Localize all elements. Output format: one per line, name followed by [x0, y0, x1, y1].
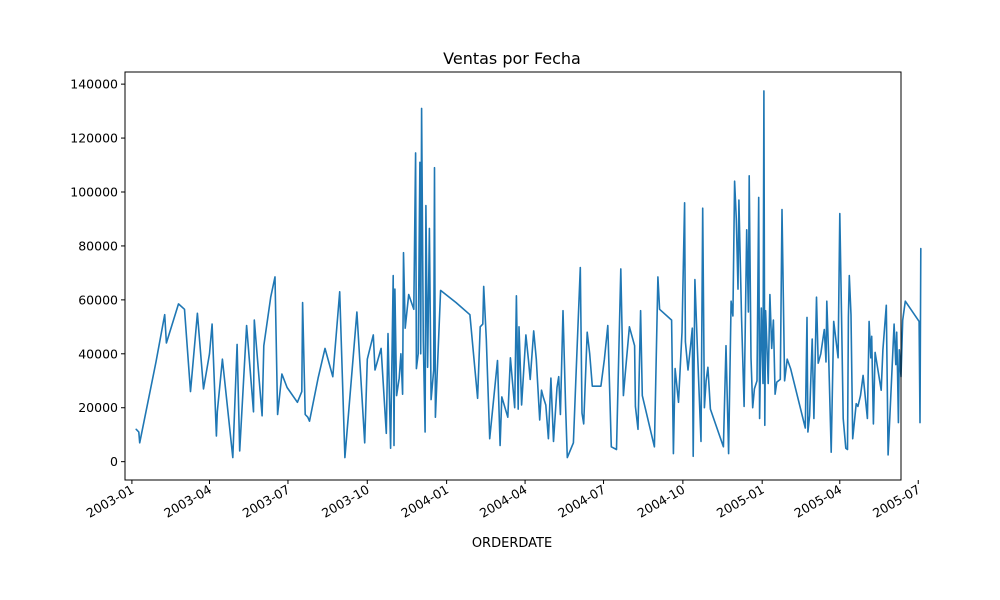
x-tick-label: 2004-07 [555, 482, 608, 521]
x-tick-label: 2005-01 [714, 482, 767, 521]
y-tick-label: 40000 [78, 346, 118, 361]
x-tick-label: 2003-04 [161, 482, 214, 521]
series-line-0 [135, 90, 922, 459]
x-tick-label: 2004-10 [635, 482, 688, 521]
x-tick-label: 2005-07 [870, 482, 923, 521]
x-tick-label: 2003-01 [84, 482, 137, 521]
x-tick-label: 2003-07 [240, 482, 293, 521]
x-tick-label: 2004-01 [398, 482, 451, 521]
x-tick-label: 2005-04 [792, 482, 845, 521]
plot-frame [124, 71, 902, 481]
chart-title: Ventas por Fecha [443, 49, 581, 68]
y-tick-label: 120000 [70, 131, 118, 146]
y-tick-label: 80000 [78, 238, 118, 253]
x-tick-label: 2004-04 [477, 482, 530, 521]
x-axis: 2003-01 2003-04 2003-07 2003-10 2004-01 2004-… [84, 480, 923, 521]
y-axis: 0 20000 40000 60000 80000 100000 120000 140000 [70, 77, 125, 469]
y-tick-label: 0 [110, 454, 118, 469]
x-axis-label: ORDERDATE [472, 536, 552, 551]
y-tick-label: 60000 [78, 292, 118, 307]
series-layer [135, 90, 922, 459]
y-tick-label: 140000 [70, 77, 118, 92]
y-tick-label: 100000 [70, 185, 118, 200]
y-tick-label: 20000 [78, 400, 118, 415]
x-tick-label: 2003-10 [319, 482, 372, 521]
